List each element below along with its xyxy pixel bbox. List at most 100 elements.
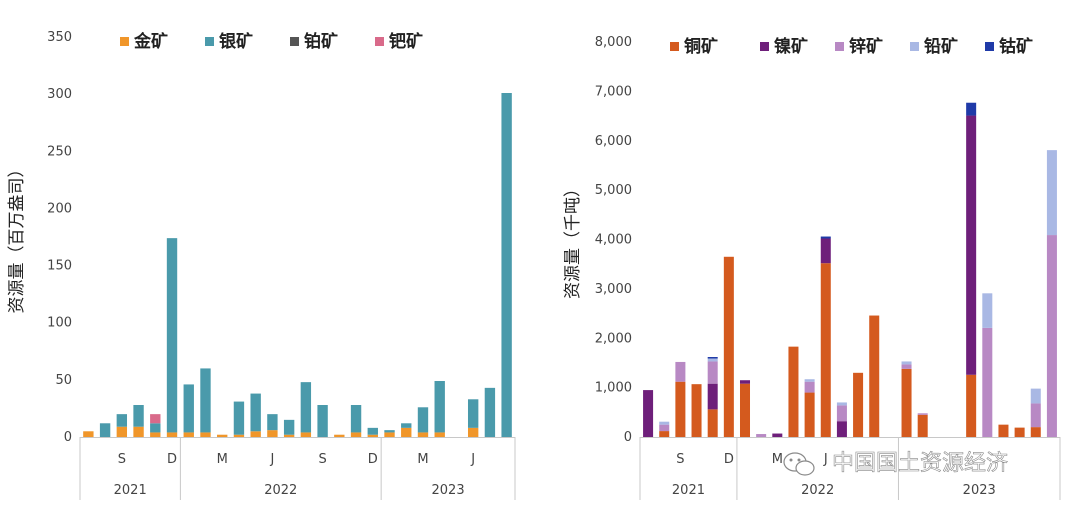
bar-segment (836, 402, 847, 406)
legend-label: 金矿 (133, 31, 168, 52)
x-tick-label: M (417, 452, 428, 467)
bar-segment (183, 384, 194, 433)
bar-segment (467, 427, 479, 437)
bar-segment (901, 364, 912, 369)
x-tick-label: S (118, 452, 126, 467)
bar-segment (99, 423, 111, 437)
bar-segment (836, 405, 847, 422)
year-label: 2023 (963, 483, 996, 498)
y-tick-label: 0 (624, 430, 632, 445)
bar-segment (691, 384, 702, 437)
bar-segment (917, 413, 928, 415)
y-tick-label: 250 (47, 144, 72, 159)
bar-segment (707, 409, 718, 437)
bar-segment (434, 381, 445, 433)
bar-segment (317, 405, 328, 437)
watermark: 中国国土资源经济 (783, 451, 1008, 476)
bar-segment (659, 431, 670, 437)
y-tick-label: 150 (47, 259, 72, 274)
x-tick-label: M (217, 452, 228, 467)
bar-segment (966, 102, 977, 116)
year-label: 2021 (672, 483, 705, 498)
bar-segment (723, 256, 734, 437)
x-tick-label: J (269, 452, 274, 467)
x-tick-label: M (772, 452, 783, 467)
bar-segment (643, 390, 654, 437)
y-tick-label: 100 (47, 316, 72, 331)
y-tick-label: 0 (64, 430, 72, 445)
bar-segment (675, 361, 686, 382)
bar-segment (384, 432, 395, 437)
y-tick-label: 50 (55, 373, 72, 388)
bar-segment (853, 372, 864, 437)
legend-swatch (985, 42, 994, 51)
bar-segment (820, 263, 831, 437)
bar-segment (901, 368, 912, 437)
bar-segment (183, 432, 194, 437)
bar-segment (1030, 403, 1041, 428)
bar-segment (739, 383, 751, 437)
x-tick-label: D (167, 452, 177, 467)
bar-segment (300, 432, 312, 437)
legend-swatch (290, 37, 299, 46)
y-tick-label: 200 (47, 201, 72, 216)
bar-segment (1030, 427, 1041, 437)
year-label: 2023 (432, 483, 465, 498)
bar-segment (401, 427, 412, 437)
y-tick-label: 5,000 (595, 183, 632, 198)
bar-segment (166, 238, 178, 433)
bar-segment (739, 380, 751, 384)
bar-segment (707, 361, 718, 384)
bar-segment (200, 368, 211, 433)
bar-segment (772, 433, 783, 437)
bar-segment (675, 381, 686, 437)
bar-segment (917, 414, 928, 437)
bar-segment (150, 432, 161, 437)
bar-segment (966, 115, 977, 375)
bar-segment (150, 414, 161, 424)
legend-swatch (835, 42, 844, 51)
bar-segment (250, 393, 261, 432)
y-tick-label: 350 (47, 30, 72, 45)
bar-segment (982, 327, 993, 437)
legend-label: 银矿 (219, 31, 253, 52)
bar-segment (401, 423, 412, 428)
bar-segment (804, 379, 815, 382)
bar-segment (384, 430, 395, 433)
left-chart-precious-metals: 0 50 100 150 200 250 300 350 资源量（百万盎司） S D M J S D M J 20… (7, 30, 516, 500)
bar-segment (484, 387, 496, 437)
bar-segment (133, 426, 144, 437)
bar-segment (869, 315, 880, 437)
y-tick-label: 3,000 (595, 282, 632, 297)
bar-segment (982, 293, 993, 328)
legend-swatch (910, 42, 919, 51)
bar-segment (283, 434, 295, 437)
bar-segment (820, 236, 831, 239)
y-axis-title: 资源量（千吨） (563, 180, 583, 299)
bar-segment (501, 93, 512, 437)
legend-swatch (760, 42, 769, 51)
bar-segment (659, 424, 670, 432)
legend-label: 镍矿 (774, 36, 808, 57)
bar-segment (233, 434, 245, 437)
bar-segment (367, 434, 378, 437)
bar-segment (133, 405, 144, 427)
wechat-icon (783, 452, 815, 476)
x-tick-label: D (368, 452, 378, 467)
legend-label: 钯矿 (388, 31, 423, 52)
y-tick-label: 4,000 (595, 233, 632, 248)
bar-segment (217, 434, 228, 437)
x-tick-label: S (318, 452, 326, 467)
bar-segment (707, 358, 718, 362)
year-label: 2022 (801, 483, 834, 498)
bar-segment (283, 419, 295, 435)
bar-segment (350, 405, 362, 433)
bar-segment (788, 346, 799, 437)
bar-segment (350, 432, 362, 437)
bar-segment (417, 407, 429, 433)
y-tick-label: 7,000 (595, 84, 632, 99)
legend-swatch (205, 37, 214, 46)
bar-segment (83, 431, 94, 437)
